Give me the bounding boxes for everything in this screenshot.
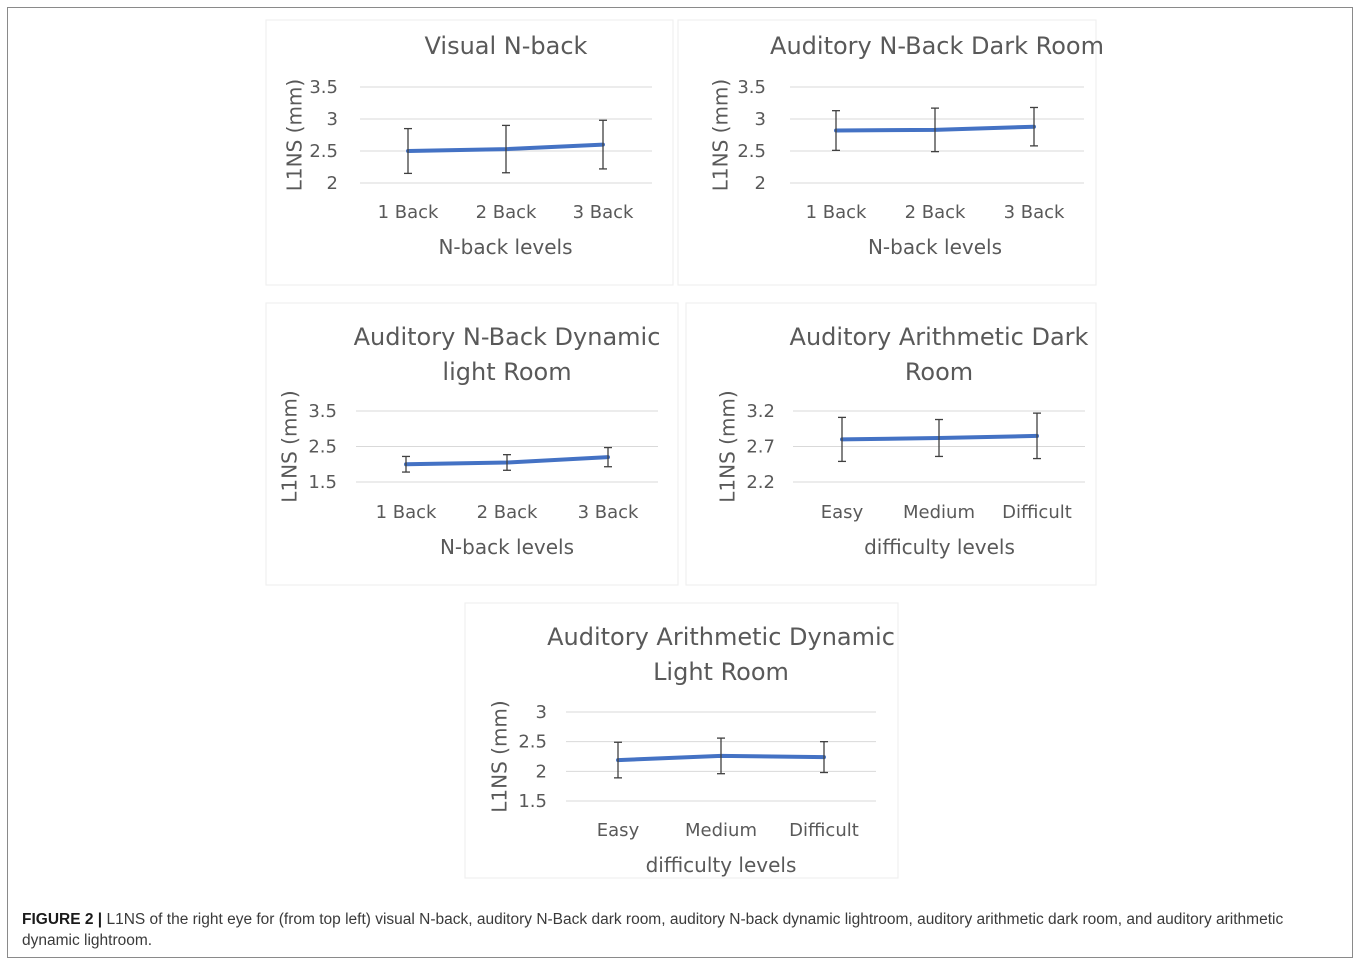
x-axis-title: N-back levels: [868, 235, 1002, 259]
x-tick-label: Medium: [903, 502, 975, 523]
y-tick-label: 2: [327, 173, 338, 194]
error-bar: [935, 418, 943, 458]
chart-title: Auditory Arithmetic Dark: [790, 323, 1089, 351]
error-bar: [402, 455, 410, 473]
x-tick-label: 2 Back: [477, 502, 538, 523]
error-bar: [717, 737, 725, 775]
figure-frame: [7, 7, 1353, 958]
x-tick-label: 2 Back: [905, 202, 966, 223]
error-bar: [931, 107, 939, 153]
caption-text: L1NS of the right eye for (from top left…: [22, 911, 1284, 949]
y-tick-label: 2.5: [518, 732, 547, 753]
y-tick-label: 3.5: [309, 77, 338, 98]
chart-panel-5: Auditory Arithmetic Dynamic Light Room 1.5…: [464, 602, 899, 879]
error-bar: [838, 416, 846, 463]
x-tick-label: 1 Back: [378, 202, 439, 223]
y-tick-label: 3: [536, 702, 547, 723]
x-tick-label: Difficult: [1002, 502, 1072, 523]
x-tick-label: Easy: [821, 502, 864, 523]
y-axis-title: L1NS (mm): [488, 700, 512, 812]
x-tick-label: Easy: [597, 820, 640, 841]
error-bar: [1033, 412, 1041, 460]
chart-panel-background: [685, 302, 1097, 586]
y-tick-label: 3.5: [308, 401, 337, 422]
chart-panel-background: [464, 602, 899, 879]
chart-title: Visual N-back: [425, 32, 588, 60]
y-tick-label: 2.5: [737, 141, 766, 162]
x-tick-label: Medium: [685, 820, 757, 841]
y-axis-title: L1NS (mm): [709, 79, 733, 191]
caption-label: FIGURE 2 |: [22, 911, 103, 928]
y-axis-title: L1NS (mm): [716, 390, 740, 502]
y-tick-label: 3.2: [746, 401, 775, 422]
error-bar: [404, 127, 412, 175]
y-tick-label: 3: [327, 109, 338, 130]
figure-caption: FIGURE 2 | L1NS of the right eye for (fr…: [22, 909, 1342, 951]
x-tick-label: 1 Back: [806, 202, 867, 223]
x-axis-title: N-back levels: [440, 535, 574, 559]
y-tick-label: 3: [755, 109, 766, 130]
x-axis-title: difficulty levels: [864, 535, 1015, 559]
y-tick-label: 2: [536, 761, 547, 782]
x-tick-label: 3 Back: [573, 202, 634, 223]
y-axis-title: L1NS (mm): [278, 390, 302, 502]
chart-title: Light Room: [653, 658, 789, 686]
chart-title: Auditory N-Back Dynamic: [354, 323, 661, 351]
x-tick-label: Difficult: [789, 820, 859, 841]
chart-panel-background: [677, 19, 1097, 286]
chart-panel-background: [265, 302, 679, 586]
chart-title: Room: [905, 358, 973, 386]
y-tick-label: 3.5: [737, 77, 766, 98]
y-tick-label: 1.5: [308, 472, 337, 493]
y-tick-label: 2.5: [309, 141, 338, 162]
error-bar: [503, 454, 511, 471]
x-tick-label: 3 Back: [1004, 202, 1065, 223]
chart-title: Auditory N-Back Dark Room: [770, 32, 1104, 60]
y-tick-label: 2: [755, 173, 766, 194]
error-bar: [820, 741, 828, 774]
error-bar: [599, 119, 607, 170]
x-tick-label: 2 Back: [476, 202, 537, 223]
chart-panel-4: Auditory Arithmetic Dark Room 2.2 2.7 3.2 L1N…: [685, 302, 1097, 586]
x-axis-title: difficulty levels: [646, 853, 797, 877]
error-bar: [502, 124, 510, 174]
y-tick-label: 2.7: [746, 437, 775, 458]
y-tick-label: 2.5: [308, 437, 337, 458]
error-bar: [614, 741, 622, 779]
chart-title: Auditory Arithmetic Dynamic: [547, 623, 895, 651]
chart-panel-background: [265, 19, 674, 286]
chart-title: light Room: [442, 358, 571, 386]
x-axis-title: N-back levels: [438, 235, 572, 259]
x-tick-label: 3 Back: [578, 502, 639, 523]
y-tick-label: 1.5: [518, 791, 547, 812]
error-bar: [1030, 106, 1038, 147]
error-bar: [832, 110, 840, 152]
y-axis-title: L1NS (mm): [283, 79, 307, 191]
y-tick-label: 2.2: [746, 472, 775, 493]
x-tick-label: 1 Back: [376, 502, 437, 523]
error-bar: [604, 446, 612, 468]
chart-panel-3: Auditory N-Back Dynamic light Room 1.5 2.5 3…: [265, 302, 679, 586]
